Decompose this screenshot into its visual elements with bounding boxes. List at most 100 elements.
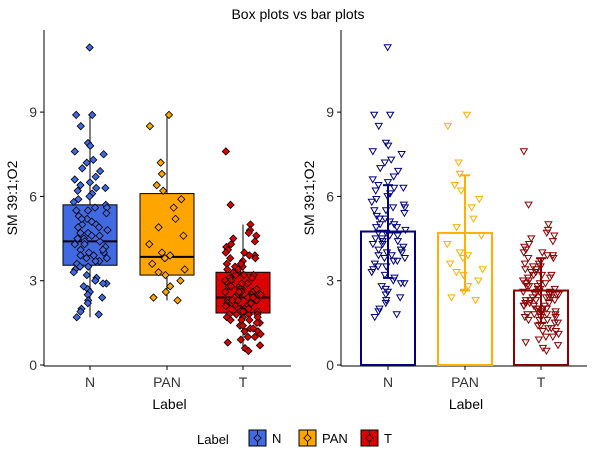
jitter-point-N (389, 277, 398, 285)
jitter-point-PAN (443, 122, 453, 131)
jitter-point-T (519, 288, 528, 296)
jitter-point-PAN (152, 180, 161, 190)
jitter-point-T (538, 328, 547, 336)
jitter-point-T (226, 282, 236, 291)
jitter-point-T (229, 234, 238, 243)
jitter-point-PAN (171, 214, 180, 224)
jitter-point-PAN (173, 296, 182, 305)
jitter-point-N (73, 223, 83, 232)
jitter-point-T (554, 330, 563, 339)
jitter-point-N (371, 187, 380, 195)
jitter-point-N (72, 206, 81, 215)
jitter-point-N (95, 166, 105, 176)
jitter-point-T (247, 273, 257, 283)
jitter-point-T (543, 316, 552, 325)
jitter-point-N (102, 254, 112, 263)
jitter-point-N (83, 299, 92, 308)
jitter-point-T (237, 279, 246, 288)
jitter-point-T (550, 319, 560, 327)
jitter-point-N (369, 111, 379, 119)
jitter-point-T (245, 251, 254, 260)
jitter-point-N (388, 204, 398, 212)
jitter-point-T (221, 287, 230, 297)
jitter-point-N (383, 179, 393, 187)
jitter-point-N (82, 270, 92, 280)
jitter-point-N (69, 268, 78, 277)
jitter-point-T (236, 259, 246, 269)
jitter-point-N (370, 207, 379, 215)
jitter-point-N (87, 231, 96, 240)
bar-x-tick-label: T (537, 374, 546, 390)
jitter-point-PAN (169, 203, 178, 212)
jitter-point-N (374, 246, 383, 254)
jitter-point-T (240, 327, 249, 336)
jitter-point-PAN (164, 110, 174, 120)
jitter-point-T (252, 318, 262, 328)
jitter-point-T (243, 279, 252, 288)
jitter-point-PAN (157, 169, 167, 179)
jitter-point-PAN (442, 240, 452, 249)
jitter-point-PAN (459, 288, 469, 296)
box-y-tick-label: 0 (29, 357, 37, 373)
jitter-point-PAN (154, 268, 163, 277)
jitter-point-T (234, 265, 243, 274)
jitter-point-N (70, 147, 79, 156)
jitter-point-PAN (176, 276, 185, 285)
jitter-point-T (549, 255, 558, 263)
jitter-point-PAN (165, 251, 175, 260)
jitter-point-PAN (454, 159, 463, 167)
jitter-point-PAN (157, 248, 167, 257)
jitter-point-T (542, 229, 552, 237)
jitter-point-T (524, 201, 533, 209)
box-y-tick-label: 9 (29, 104, 37, 120)
jitter-point-N (387, 252, 396, 260)
bar-y-axis-label: SM 39:1;O2 (301, 160, 317, 235)
jitter-point-N (77, 214, 86, 224)
jitter-point-N (91, 276, 100, 285)
legend-label-T: T (384, 431, 392, 446)
jitter-point-N (76, 180, 85, 190)
jitter-point-T (232, 310, 241, 319)
jitter-point-T (525, 297, 535, 305)
jitter-point-T (250, 332, 260, 342)
jitter-point-N (76, 121, 85, 131)
jitter-point-N (92, 183, 101, 193)
jitter-point-N (383, 44, 392, 52)
box-x-tick-label: N (85, 374, 95, 390)
jitter-point-N (375, 165, 385, 173)
jitter-point-T (223, 338, 232, 347)
jitter-point-N (83, 228, 93, 238)
jitter-point-N (85, 43, 94, 52)
jitter-point-T (244, 228, 253, 238)
jitter-point-N (380, 271, 390, 280)
jitter-point-N (86, 141, 95, 150)
jitter-point-N (85, 178, 95, 187)
jitter-point-T (541, 280, 550, 288)
jitter-point-T (239, 270, 249, 280)
jitter-point-PAN (145, 121, 155, 131)
jitter-point-N (367, 269, 376, 277)
jitter-point-T (221, 147, 231, 156)
jitter-point-N (389, 173, 398, 181)
jitter-point-T (255, 341, 265, 350)
jitter-point-T (236, 335, 246, 344)
legend-label-PAN: PAN (322, 431, 348, 446)
jitter-point-T (550, 232, 559, 240)
legend-label-N: N (272, 431, 281, 446)
jitter-point-T (244, 304, 253, 313)
jitter-point-N (83, 206, 93, 215)
jitter-point-T (554, 291, 563, 299)
jitter-point-N (374, 229, 383, 237)
jitter-point-T (520, 260, 530, 268)
jitter-point-PAN (455, 170, 465, 178)
jitter-point-N (395, 294, 405, 302)
jitter-point-T (240, 248, 249, 257)
bar-x-tick-label: N (383, 374, 393, 390)
jitter-point-T (256, 290, 265, 299)
jitter-point-N (393, 238, 403, 246)
jitter-point-T (532, 266, 541, 274)
jitter-point-T (545, 274, 555, 282)
jitter-point-T (221, 248, 230, 257)
